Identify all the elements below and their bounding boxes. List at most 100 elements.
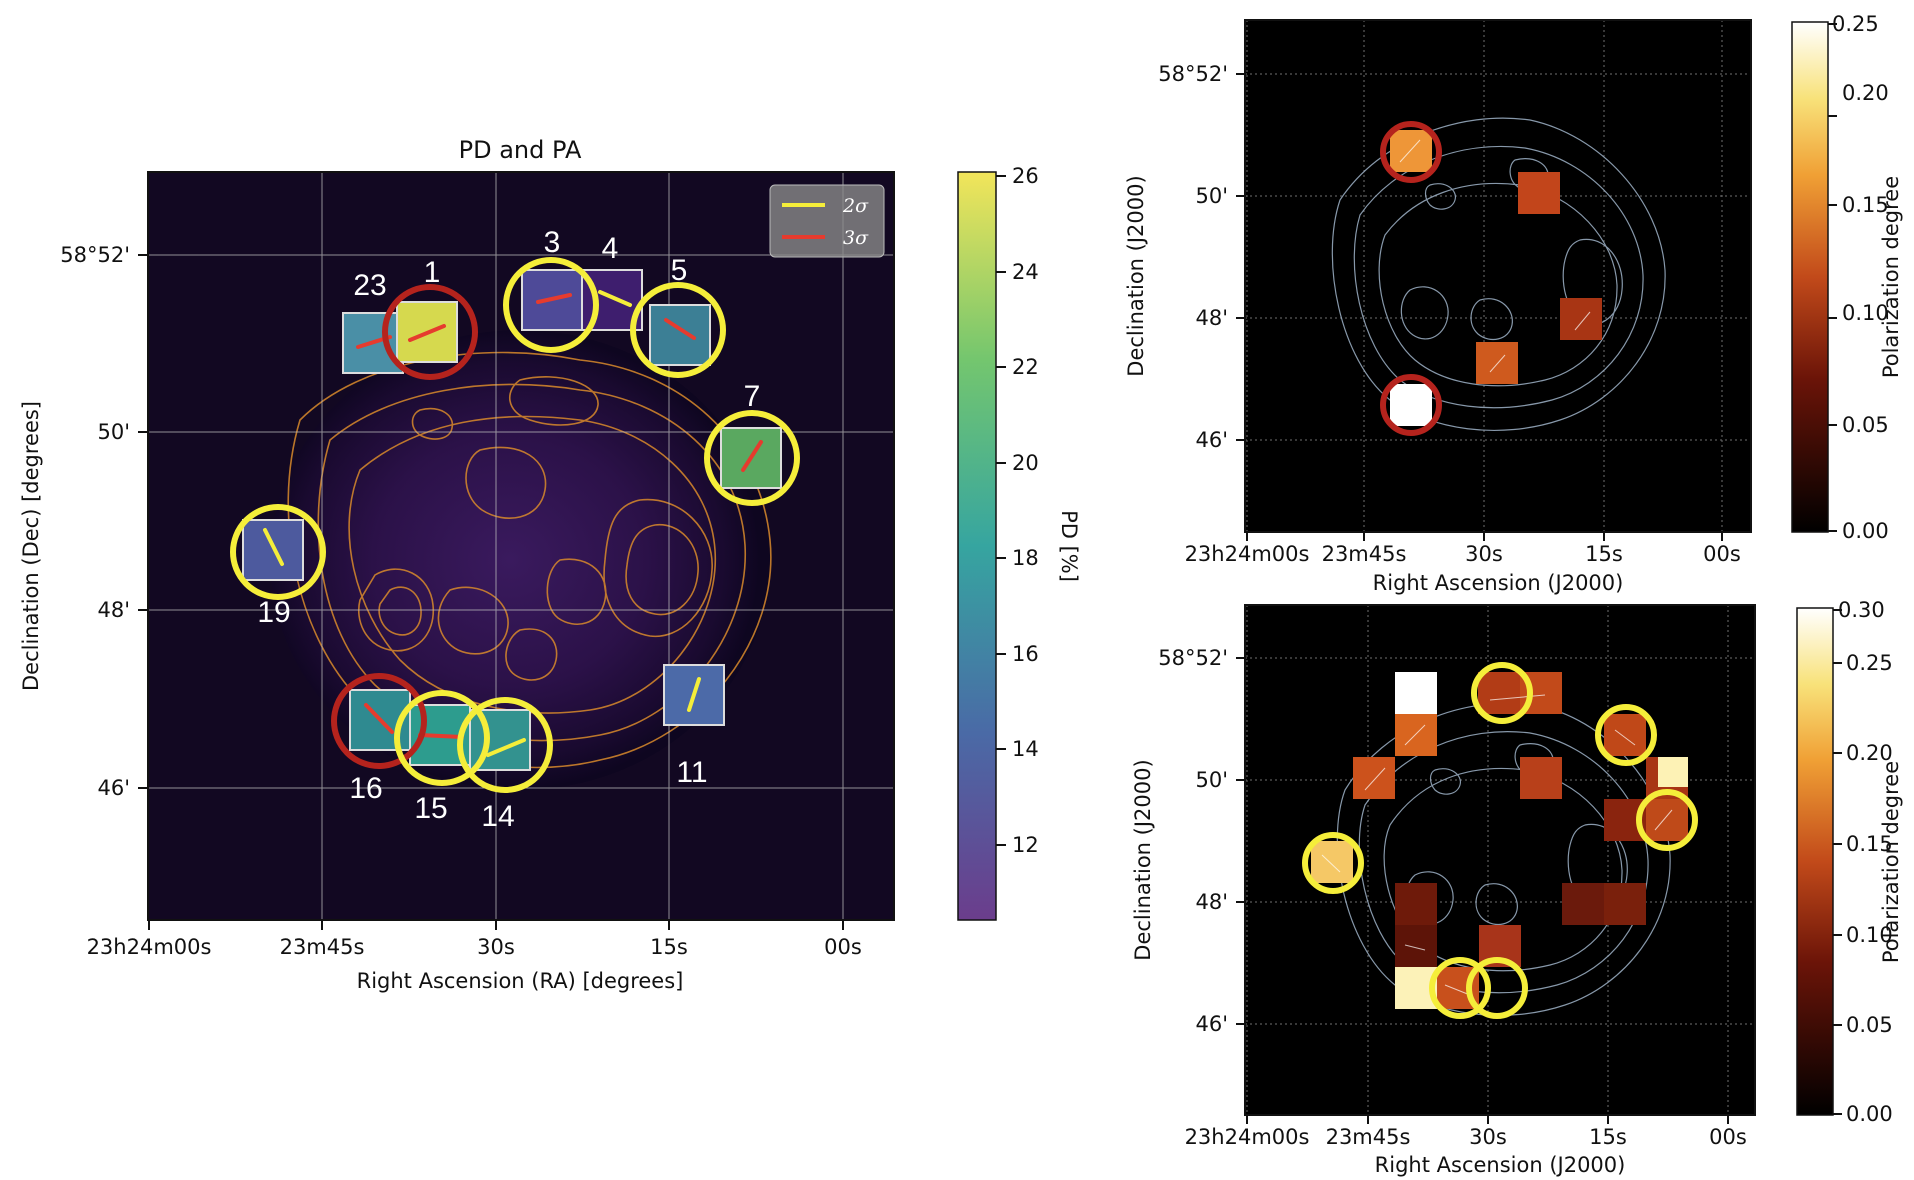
left-ytick-3: 46'	[98, 776, 131, 800]
left-cbar-tick-1: 24	[1012, 260, 1039, 284]
left-colorbar-ticklabels: 26 24 22 20 18 16 14 12	[1012, 164, 1039, 857]
br-cbar-tick-1: 0.25	[1846, 651, 1893, 675]
br-xtick-2: 30s	[1469, 1125, 1507, 1149]
br-pixel-0	[1395, 672, 1437, 714]
left-cbar-tick-2: 22	[1012, 355, 1039, 379]
circle-7	[704, 410, 800, 506]
tr-xtick-2: 30s	[1465, 542, 1503, 566]
tr-circles	[1380, 121, 1442, 436]
br-axes-frame	[1244, 604, 1756, 1116]
br-pixel-6	[1604, 714, 1646, 756]
tr-cbar-tick-1: 0.20	[1842, 81, 1889, 105]
br-colorbar-ticks	[1833, 609, 1842, 1115]
tr-ytick-1: 50'	[1196, 184, 1229, 208]
left-title: PD and PA	[459, 136, 582, 164]
tr-axes-frame	[1244, 19, 1752, 533]
tr-xtick-4: 00s	[1703, 542, 1741, 566]
br-pixel-12	[1395, 883, 1437, 925]
br-circle-2	[1636, 789, 1698, 851]
br-pixel-3	[1478, 672, 1520, 714]
region-box-7	[720, 427, 782, 489]
tr-pa-bars	[1399, 139, 1591, 373]
left-xtick-0: 23h24m00s	[87, 935, 212, 959]
left-tick-marks	[138, 254, 844, 930]
br-pixel-5	[1520, 757, 1562, 799]
left-cbar-tick-7: 12	[1012, 833, 1039, 857]
top-right-panel: 58°52' 50' 48' 46' 23h24m00s 23m45s 30s …	[1124, 12, 1903, 595]
left-xtick-1: 23m45s	[280, 935, 365, 959]
tr-pixels	[1390, 130, 1602, 426]
tr-xlabel: Right Ascension (J2000)	[1373, 571, 1624, 595]
pa-bar-19	[263, 528, 284, 566]
br-cbar-tick-4: 0.10	[1846, 923, 1893, 947]
left-xtick-2: 30s	[477, 935, 515, 959]
br-colorbar	[1796, 607, 1834, 1116]
pa-bar-7	[741, 440, 763, 472]
pa-bar-11	[687, 677, 701, 712]
tr-colorbar	[1791, 21, 1829, 533]
left-colorbar-ticks	[996, 175, 1006, 846]
left-x-ticklabels: 23h24m00s 23m45s 30s 15s 00s	[87, 935, 862, 959]
br-colorbar-ticklabels: 0.30 0.25 0.20 0.15 0.10 0.05 0.00	[1838, 598, 1893, 1126]
br-circle-3	[1302, 832, 1364, 894]
br-xtick-1: 23m45s	[1326, 1125, 1411, 1149]
br-tick-marks	[1236, 657, 1729, 1124]
tr-grid	[1245, 20, 1751, 532]
tr-ytick-2: 48'	[1196, 306, 1229, 330]
br-ytick-0: 58°52'	[1158, 646, 1228, 670]
left-panel: PD and PA	[19, 136, 1081, 993]
pa-bar-15	[418, 733, 464, 739]
br-xtick-3: 15s	[1589, 1125, 1627, 1149]
br-ytick-1: 50'	[1196, 768, 1229, 792]
region-box-5	[649, 304, 711, 366]
circle-5	[630, 282, 726, 378]
pa-bar-5	[664, 318, 696, 340]
pa-bar-4	[598, 290, 632, 307]
tr-ylabel: Declination (J2000)	[1124, 175, 1148, 376]
br-pixel-9	[1658, 757, 1688, 787]
left-ylabel: Declination (Dec) [degrees]	[19, 401, 43, 691]
tr-x-ticklabels: 23h24m00s 23m45s 30s 15s 00s	[1185, 542, 1741, 566]
br-xtick-4: 00s	[1709, 1125, 1747, 1149]
left-region-labels: 23 1 3 4 5 7 19 11 16 15 14	[257, 226, 760, 833]
region-label-1: 1	[424, 256, 441, 289]
region-label-7: 7	[744, 380, 761, 413]
circle-1	[382, 284, 478, 380]
tr-xtick-3: 15s	[1585, 542, 1623, 566]
region-label-11: 11	[676, 756, 707, 789]
left-ytick-0: 58°52'	[60, 243, 130, 267]
br-pixel-1	[1395, 714, 1437, 756]
region-label-19: 19	[257, 596, 290, 629]
left-xtick-4: 00s	[824, 935, 862, 959]
tr-pixel-3	[1476, 342, 1518, 384]
left-pa-bars	[263, 290, 763, 757]
pa-bar-14	[486, 738, 526, 757]
tr-cbar-tick-2: 0.15	[1842, 193, 1889, 217]
br-ytick-3: 46'	[1196, 1012, 1229, 1036]
region-label-23: 23	[353, 269, 386, 302]
region-label-15: 15	[414, 792, 447, 825]
tr-cbar-tick-4: 0.05	[1842, 413, 1889, 437]
legend-2sigma-label: 2σ	[842, 195, 869, 217]
left-grid	[148, 172, 894, 920]
left-cbar-tick-4: 18	[1012, 546, 1039, 570]
left-region-boxes	[242, 269, 782, 771]
br-cbar-tick-6: 0.00	[1846, 1102, 1893, 1126]
br-circles	[1302, 662, 1698, 1019]
tr-colorbar-label: Polarization degree	[1879, 176, 1903, 378]
circle-16	[331, 673, 427, 769]
circle-3	[503, 257, 599, 353]
br-circle-0	[1471, 662, 1533, 724]
tr-xtick-1: 23m45s	[1322, 542, 1407, 566]
tr-cbar-tick-3: 0.10	[1842, 301, 1889, 325]
br-cbar-tick-3: 0.15	[1846, 832, 1893, 856]
left-legend: 2σ 3σ	[769, 184, 885, 258]
br-pixel-2	[1353, 757, 1395, 799]
left-circles	[230, 257, 800, 793]
left-contours	[287, 351, 772, 769]
tr-cbar-tick-5: 0.00	[1842, 519, 1889, 543]
left-remnant-glow	[270, 330, 770, 790]
tr-colorbar-ticklabels: 0.25 0.20 0.15 0.10 0.05 0.00	[1832, 12, 1889, 543]
left-cbar-tick-6: 14	[1012, 737, 1039, 761]
